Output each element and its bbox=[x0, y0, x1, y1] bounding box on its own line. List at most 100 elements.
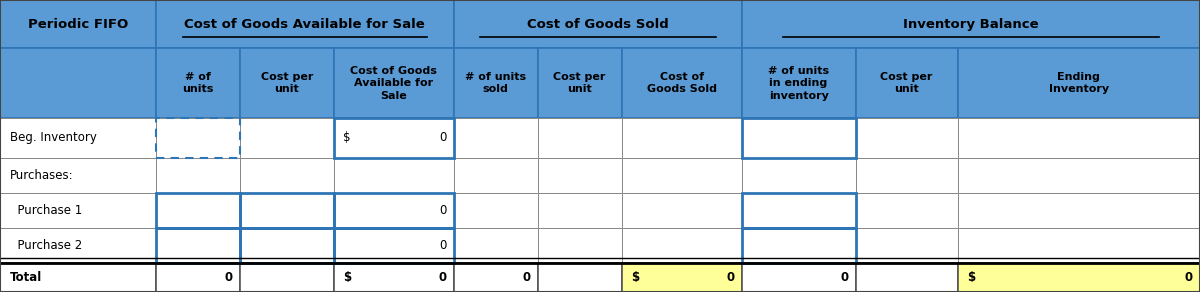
Text: 0: 0 bbox=[438, 271, 446, 284]
Bar bbox=[622, 118, 742, 158]
Bar bbox=[538, 228, 622, 263]
Bar bbox=[240, 193, 334, 228]
Bar bbox=[240, 263, 334, 292]
Bar bbox=[334, 228, 454, 263]
Bar bbox=[856, 118, 958, 158]
Bar bbox=[454, 118, 538, 158]
Bar bbox=[240, 228, 334, 263]
Bar bbox=[856, 48, 958, 118]
Bar bbox=[156, 118, 240, 158]
Text: Beg. Inventory: Beg. Inventory bbox=[10, 131, 96, 145]
Text: Cost per
unit: Cost per unit bbox=[553, 72, 606, 94]
Text: Periodic FIFO: Periodic FIFO bbox=[28, 18, 128, 31]
Bar bbox=[742, 158, 856, 193]
Text: Cost per
unit: Cost per unit bbox=[881, 72, 932, 94]
Bar bbox=[0, 0, 156, 48]
Bar bbox=[240, 48, 334, 118]
Text: Ending
Inventory: Ending Inventory bbox=[1049, 72, 1109, 94]
Bar bbox=[742, 118, 856, 158]
Bar bbox=[156, 158, 240, 193]
Text: 0: 0 bbox=[439, 239, 446, 252]
Bar bbox=[856, 263, 958, 292]
Text: Total: Total bbox=[10, 271, 42, 284]
Bar bbox=[334, 193, 454, 228]
Bar bbox=[622, 228, 742, 263]
Text: 0: 0 bbox=[439, 131, 446, 145]
Bar bbox=[856, 228, 958, 263]
Text: $: $ bbox=[343, 271, 352, 284]
Text: 0: 0 bbox=[439, 204, 446, 217]
Text: Purchase 1: Purchase 1 bbox=[10, 204, 82, 217]
Bar bbox=[622, 48, 742, 118]
Bar bbox=[334, 48, 454, 118]
Text: 0: 0 bbox=[522, 271, 530, 284]
Bar bbox=[958, 118, 1200, 158]
Bar bbox=[454, 228, 538, 263]
Bar bbox=[156, 193, 240, 228]
Bar bbox=[742, 193, 856, 228]
Text: Cost of
Goods Sold: Cost of Goods Sold bbox=[647, 72, 716, 94]
Text: Purchase 2: Purchase 2 bbox=[10, 239, 82, 252]
Bar bbox=[856, 193, 958, 228]
Bar bbox=[240, 158, 334, 193]
Text: 0: 0 bbox=[1184, 271, 1193, 284]
Text: $: $ bbox=[967, 271, 976, 284]
Bar bbox=[334, 193, 454, 228]
Bar bbox=[334, 158, 454, 193]
Text: Cost of Goods Sold: Cost of Goods Sold bbox=[527, 18, 668, 31]
Bar bbox=[538, 118, 622, 158]
Bar bbox=[742, 228, 856, 263]
Bar bbox=[538, 263, 622, 292]
Bar bbox=[958, 158, 1200, 193]
Bar bbox=[334, 263, 454, 292]
Bar bbox=[958, 263, 1200, 292]
Bar bbox=[454, 0, 742, 48]
Text: 0: 0 bbox=[224, 271, 233, 284]
Text: Inventory Balance: Inventory Balance bbox=[902, 18, 1039, 31]
Bar bbox=[334, 228, 454, 263]
Bar bbox=[622, 263, 742, 292]
Bar bbox=[156, 263, 240, 292]
Bar bbox=[156, 0, 454, 48]
Bar bbox=[958, 193, 1200, 228]
Bar bbox=[958, 48, 1200, 118]
Text: # of units
sold: # of units sold bbox=[466, 72, 526, 94]
Bar bbox=[454, 263, 538, 292]
Text: # of
units: # of units bbox=[182, 72, 214, 94]
Text: $: $ bbox=[343, 131, 350, 145]
Bar bbox=[622, 193, 742, 228]
Text: Cost of Goods
Available for
Sale: Cost of Goods Available for Sale bbox=[350, 66, 437, 101]
Text: $: $ bbox=[631, 271, 640, 284]
Bar bbox=[156, 118, 240, 158]
Text: Purchases:: Purchases: bbox=[10, 169, 73, 182]
Bar bbox=[742, 118, 856, 158]
Text: Cost of Goods Available for Sale: Cost of Goods Available for Sale bbox=[185, 18, 425, 31]
Bar bbox=[622, 158, 742, 193]
Bar bbox=[538, 193, 622, 228]
Bar bbox=[454, 193, 538, 228]
Bar bbox=[538, 158, 622, 193]
Text: Cost per
unit: Cost per unit bbox=[260, 72, 313, 94]
Bar bbox=[240, 193, 334, 228]
Text: 0: 0 bbox=[726, 271, 734, 284]
Bar bbox=[856, 158, 958, 193]
Bar bbox=[0, 48, 156, 118]
Bar bbox=[334, 118, 454, 158]
Bar bbox=[538, 48, 622, 118]
Bar bbox=[454, 158, 538, 193]
Bar bbox=[742, 0, 1200, 48]
Bar bbox=[0, 228, 156, 263]
Bar bbox=[0, 118, 156, 158]
Bar bbox=[742, 228, 856, 263]
Bar bbox=[742, 263, 856, 292]
Bar bbox=[156, 193, 240, 228]
Bar bbox=[454, 48, 538, 118]
Text: 0: 0 bbox=[840, 271, 848, 284]
Bar bbox=[156, 228, 240, 263]
Bar bbox=[240, 118, 334, 158]
Text: # of units
in ending
inventory: # of units in ending inventory bbox=[768, 66, 829, 101]
Bar bbox=[240, 228, 334, 263]
Bar bbox=[958, 228, 1200, 263]
Bar bbox=[0, 193, 156, 228]
Bar bbox=[156, 48, 240, 118]
